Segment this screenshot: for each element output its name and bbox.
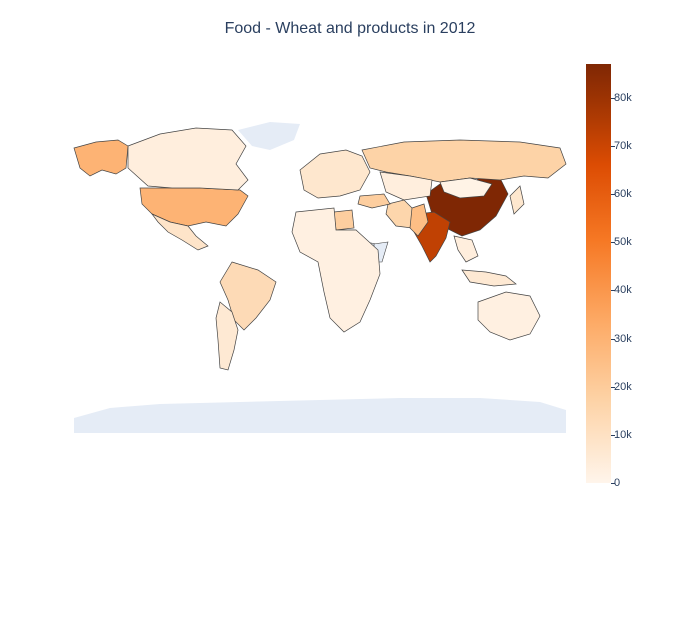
colorbar-tickmark [611,97,615,99]
region-kazakhstan[interactable] [379,171,433,201]
region-indonesia[interactable] [461,269,517,287]
colorbar-tickmark [611,145,615,147]
region-southeast-asia[interactable] [453,235,479,263]
colorbar-tick-label: 30k [614,332,632,345]
region-brazil[interactable] [219,261,277,331]
region-europe[interactable] [299,149,371,199]
region-turkey[interactable] [357,193,391,209]
colorbar-tick-label: 0 [614,477,621,489]
region-egypt[interactable] [333,209,355,231]
region-mongolia[interactable] [439,177,493,199]
colorbar [586,64,611,483]
region-japan[interactable] [509,185,525,215]
region-argentina[interactable] [215,301,239,371]
region-united-states[interactable] [139,187,249,227]
colorbar-tickmark [611,386,615,388]
colorbar-tickmark [611,290,615,292]
region-mexico[interactable] [150,213,209,251]
region-pakistan[interactable] [409,203,429,237]
region-russia[interactable] [361,139,567,183]
colorbar-tickmark [611,194,615,196]
region-africa-other-[interactable] [291,207,381,333]
colorbar-tick-label: 40k [614,284,632,297]
region-nodata-greenland [238,122,300,150]
colorbar-tick-label: 20k [614,380,632,393]
colorbar-tick-label: 60k [614,188,632,201]
region-canada[interactable] [127,127,249,191]
colorbar-tickmark [611,483,615,484]
region-alaska[interactable] [73,139,129,177]
colorbar-tick-label: 50k [614,236,632,249]
colorbar-tick-label: 10k [614,428,632,441]
region-australia[interactable] [477,291,541,341]
colorbar-tickmark [611,338,615,340]
colorbar-tick-label: 80k [614,91,632,104]
colorbar-tickmark [611,434,615,436]
colorbar-tick-label: 70k [614,139,632,152]
region-nodata-antarctica [74,398,566,433]
map-title: Food - Wheat and products in 2012 [224,20,476,37]
colorbar-tickmark [611,242,615,244]
